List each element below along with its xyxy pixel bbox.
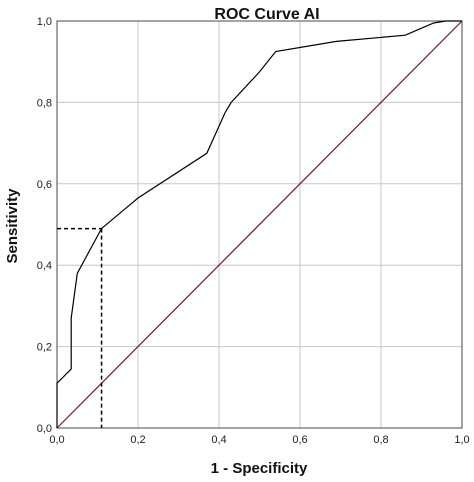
x-tick-label: 0,4: [211, 434, 226, 446]
y-axis-label: Sensitivity: [4, 188, 21, 264]
reference-diagonal-line: [56, 20, 463, 429]
x-axis-label: 1 - Specificity: [211, 460, 308, 477]
x-tick-label: 0,8: [373, 434, 388, 446]
plot-frame: [56, 20, 463, 429]
x-tick-label: 1,0: [454, 434, 469, 446]
y-tick-label: 0,8: [37, 97, 52, 109]
x-tick-label: 0,6: [292, 434, 307, 446]
chart-title: ROC Curve AI: [214, 6, 319, 23]
y-tick-label: 0,6: [37, 179, 52, 191]
x-tick-label: 0,0: [49, 434, 64, 446]
roc-curve-line: [56, 20, 462, 428]
y-tick-label: 1,0: [37, 16, 52, 28]
y-tick-label: 0,2: [37, 342, 52, 354]
x-tick-labels: 0,0 0,2 0,4 0,6 0,8 1,0: [49, 434, 469, 446]
series-group: [56, 20, 463, 429]
grid-lines: [57, 21, 462, 428]
y-tick-label: 0,4: [37, 260, 52, 272]
y-tick-label: 0,0: [37, 423, 52, 435]
x-tick-label: 0,2: [130, 434, 145, 446]
y-tick-labels: 0,0 0,2 0,4 0,6 0,8 1,0: [37, 16, 52, 435]
